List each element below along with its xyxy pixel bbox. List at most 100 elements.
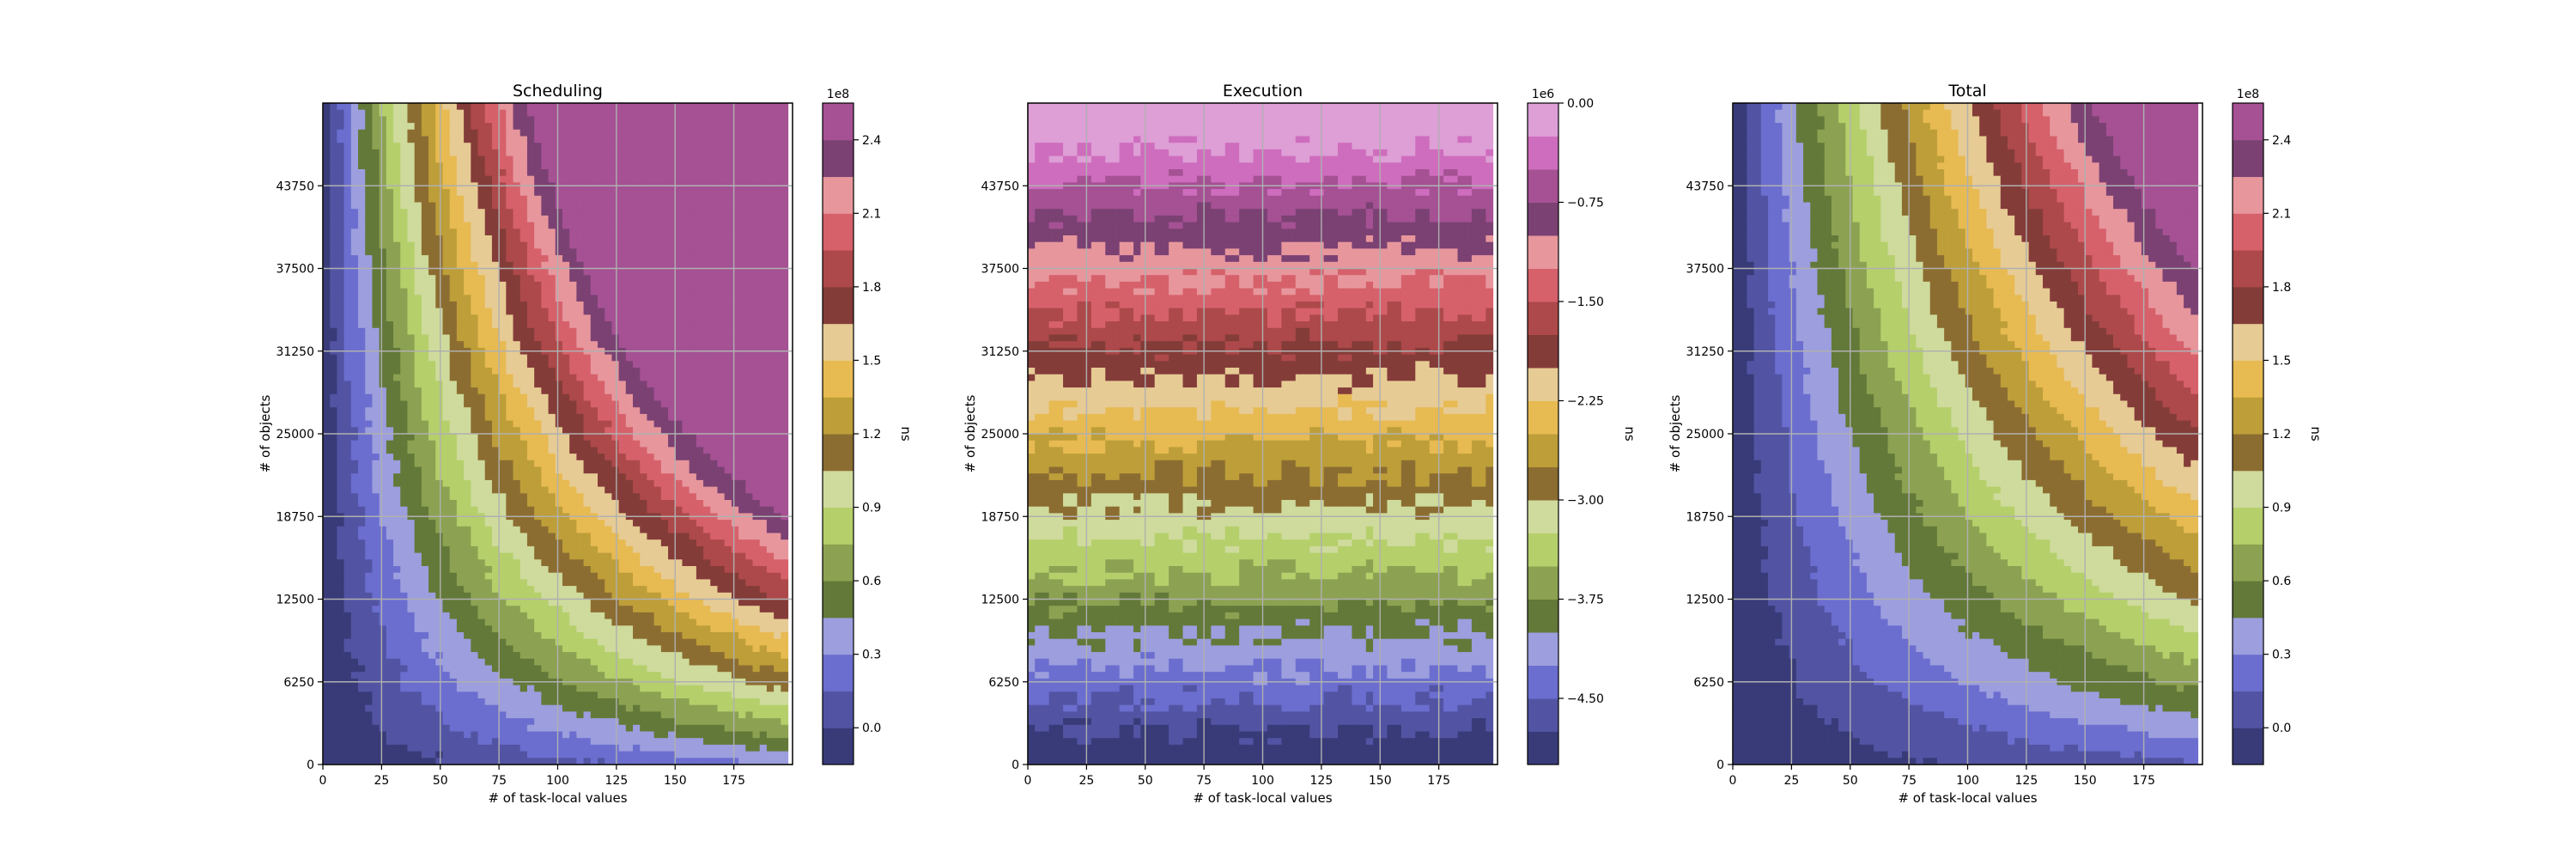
contour-cell	[477, 195, 486, 204]
contour-cell	[534, 579, 542, 587]
contour-cell	[386, 354, 394, 362]
contour-cell	[379, 136, 387, 143]
contour-cell	[407, 460, 416, 468]
contour-cell	[526, 440, 535, 448]
contour-cell	[682, 500, 690, 508]
contour-cell	[421, 109, 429, 117]
contour-cell	[491, 599, 500, 606]
contour-cell	[675, 368, 683, 375]
contour-cell	[668, 302, 676, 309]
contour-cell	[774, 473, 781, 481]
contour-cell	[598, 321, 605, 329]
contour-cell	[738, 334, 746, 342]
contour-cell	[323, 579, 331, 587]
contour-cell	[605, 500, 612, 508]
contour-cell	[442, 123, 451, 131]
contour-cell	[456, 526, 465, 534]
contour-cell	[464, 235, 471, 243]
contour-cell	[421, 479, 429, 488]
contour-cell	[414, 506, 422, 514]
contour-cell	[519, 434, 528, 442]
contour-cell	[499, 413, 507, 422]
contour-cell	[534, 479, 542, 488]
contour-cell	[640, 545, 648, 554]
contour-cell	[337, 434, 345, 442]
contour-cell	[738, 275, 746, 283]
contour-cell	[724, 155, 732, 163]
contour-cell	[774, 136, 781, 143]
contour-cell	[499, 103, 507, 111]
contour-cell	[618, 136, 627, 143]
contour-cell	[717, 155, 726, 163]
contour-cell	[590, 493, 598, 501]
contour-cell	[633, 175, 641, 183]
contour-cell	[456, 387, 465, 395]
contour-cell	[569, 420, 577, 428]
contour-cell	[350, 454, 359, 461]
contour-cell	[484, 155, 493, 163]
contour-cell	[372, 552, 380, 560]
contour-cell	[400, 155, 409, 163]
contour-cell	[781, 420, 789, 428]
contour-cell	[471, 493, 479, 501]
contour-cell	[625, 420, 634, 428]
contour-cell	[766, 354, 775, 362]
contour-cell	[548, 586, 556, 594]
contour-cell	[703, 175, 711, 183]
contour-cell	[724, 486, 732, 494]
contour-cell	[724, 479, 732, 488]
contour-cell	[738, 440, 746, 448]
contour-cell	[499, 520, 507, 527]
contour-cell	[534, 552, 542, 560]
contour-cell	[464, 427, 471, 435]
contour-cell	[548, 407, 556, 415]
contour-cell	[745, 545, 754, 554]
contour-cell	[590, 169, 598, 177]
contour-cell	[526, 466, 535, 474]
contour-cell	[435, 592, 444, 600]
contour-cell	[738, 466, 746, 474]
contour-cell	[611, 533, 620, 540]
contour-cell	[611, 341, 620, 349]
contour-cell	[323, 552, 331, 560]
contour-cell	[337, 209, 345, 216]
contour-cell	[456, 143, 465, 150]
contour-cell	[675, 123, 683, 131]
contour-cell	[766, 248, 775, 256]
contour-cell	[386, 393, 394, 402]
contour-cell	[640, 302, 648, 309]
contour-cell	[442, 241, 451, 249]
contour-cell	[562, 241, 570, 249]
contour-cell	[499, 533, 507, 540]
contour-cell	[471, 447, 479, 454]
contour-cell	[633, 195, 641, 204]
contour-cell	[526, 302, 535, 309]
contour-cell	[421, 506, 429, 514]
contour-cell	[464, 275, 471, 283]
contour-cell	[414, 454, 422, 461]
contour-cell	[569, 341, 577, 349]
contour-cell	[569, 202, 577, 210]
contour-cell	[513, 202, 521, 210]
contour-cell	[350, 500, 359, 508]
contour-cell	[499, 586, 507, 594]
contour-cell	[668, 407, 676, 415]
contour-cell	[534, 295, 542, 302]
contour-cell	[675, 579, 683, 587]
contour-cell	[759, 175, 768, 183]
contour-cell	[343, 572, 352, 580]
contour-cell	[724, 275, 732, 283]
contour-cell	[491, 228, 500, 236]
contour-cell	[421, 255, 429, 263]
contour-cell	[323, 175, 331, 183]
contour-cell	[745, 533, 754, 540]
contour-cell	[731, 189, 739, 197]
contour-cell	[407, 162, 416, 170]
contour-cell	[555, 381, 563, 388]
contour-cell	[358, 149, 366, 157]
contour-cell	[407, 368, 416, 375]
contour-cell	[647, 599, 655, 606]
contour-cell	[323, 520, 331, 527]
contour-cell	[477, 559, 486, 567]
contour-cell	[724, 381, 732, 388]
